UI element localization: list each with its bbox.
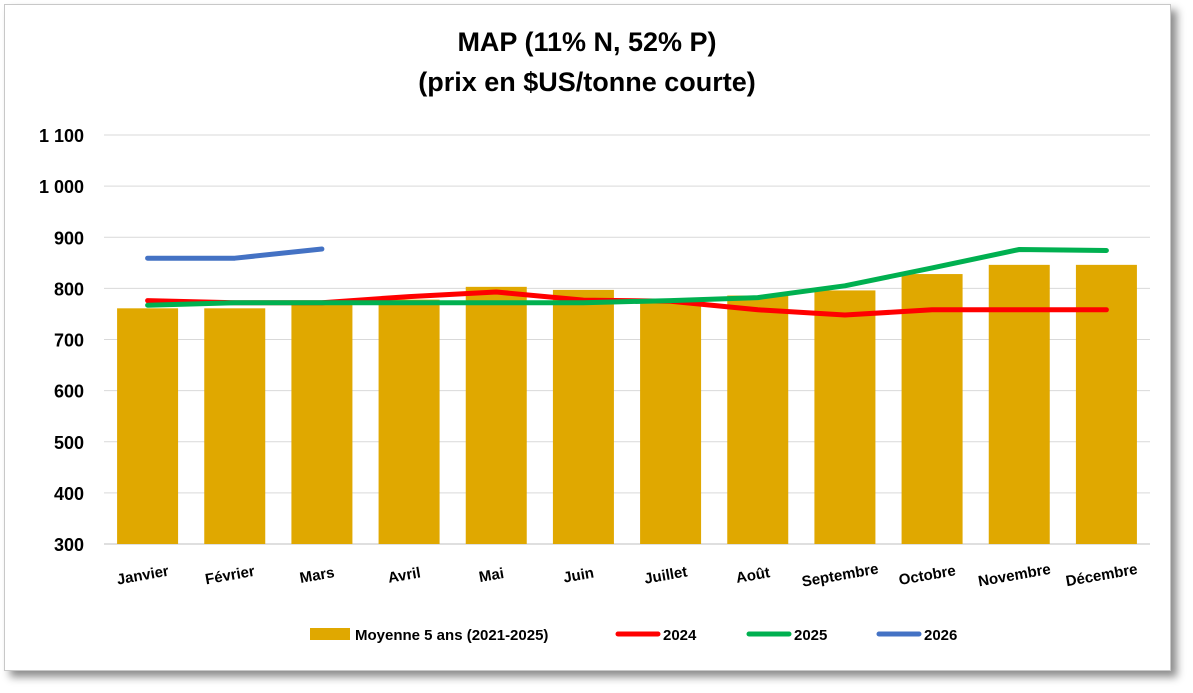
bar xyxy=(988,264,1050,544)
x-tick-label: Avril xyxy=(387,564,422,586)
x-tick-label: Septembre xyxy=(800,560,879,590)
y-tick-label: 300 xyxy=(54,535,84,555)
bar xyxy=(117,308,179,544)
bar xyxy=(378,299,440,544)
series-line-2026 xyxy=(145,246,325,261)
x-tick-label: Février xyxy=(204,563,256,588)
bar-series xyxy=(117,264,1137,544)
bar xyxy=(640,298,702,544)
chart-title-line-2: (prix en $US/tonne courte) xyxy=(418,67,756,97)
bar xyxy=(901,274,963,544)
chart-title-line-1: MAP (11% N, 52% P) xyxy=(457,27,716,57)
y-tick-label: 400 xyxy=(54,484,84,504)
legend-label: 2026 xyxy=(924,627,957,644)
x-tick-label: Mars xyxy=(298,564,335,587)
y-tick-label: 1 000 xyxy=(39,177,84,197)
legend: Moyenne 5 ans (2021-2025) 2024 2025 2026 xyxy=(310,627,957,644)
legend-swatch xyxy=(310,628,350,640)
x-tick-label: Janvier xyxy=(115,563,170,589)
x-tick-label: Juin xyxy=(562,565,595,587)
bar xyxy=(465,286,527,544)
bar xyxy=(552,289,614,544)
y-tick-label: 900 xyxy=(54,228,84,248)
x-tick-label: Juillet xyxy=(643,563,689,587)
y-tick-label: 700 xyxy=(54,331,84,351)
gridlines xyxy=(104,134,1150,545)
legend-label: Moyenne 5 ans (2021-2025) xyxy=(355,627,548,644)
x-tick-label: Décembre xyxy=(1064,561,1138,590)
x-tick-label: Octobre xyxy=(898,562,958,589)
legend-label: 2024 xyxy=(663,627,697,644)
bar xyxy=(204,308,266,544)
x-tick-label: Novembre xyxy=(977,561,1052,590)
x-tick-label: Août xyxy=(735,564,772,587)
y-tick-label: 600 xyxy=(54,382,84,402)
y-tick-label: 500 xyxy=(54,433,84,453)
series-line-2025 xyxy=(145,247,1109,308)
legend-label: 2025 xyxy=(794,627,827,644)
x-tick-label: Mai xyxy=(478,565,506,586)
bar xyxy=(727,295,789,544)
line-series xyxy=(145,246,1109,318)
y-tick-label: 800 xyxy=(54,279,84,299)
x-axis-tick-labels: Janvier Février Mars Avril Mai Juin Juillet Aoû… xyxy=(115,560,1138,590)
y-tick-label: 1 100 xyxy=(39,126,84,146)
y-axis-tick-labels: 300 400 500 600 700 800 900 1 000 1 100 xyxy=(39,126,84,555)
bar xyxy=(291,302,353,544)
bar xyxy=(814,290,876,544)
bar xyxy=(1075,264,1137,544)
